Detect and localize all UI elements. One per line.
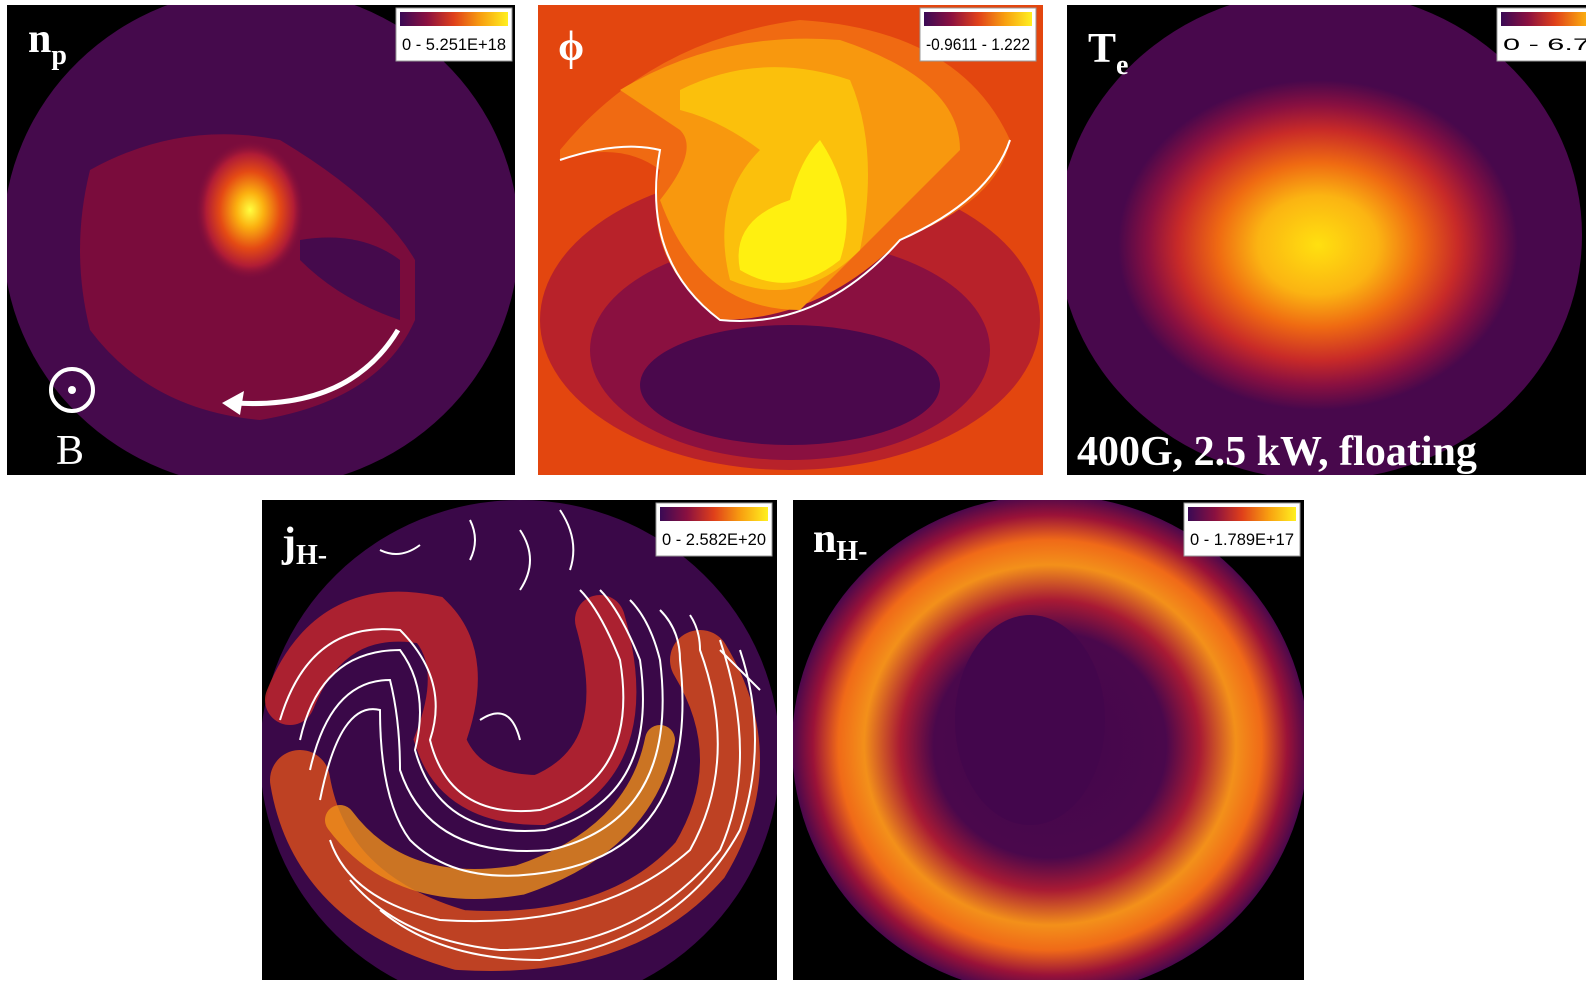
colorbar: -0.9611 - 1.222 — [919, 7, 1037, 62]
panel-np — [7, 5, 515, 475]
panel-label: np — [28, 16, 67, 71]
panel-label: nH- — [813, 516, 867, 567]
label-sub: H- — [296, 540, 327, 571]
colorbar-strip — [924, 12, 1032, 26]
colorbar-range: 0 - 6.74 — [1503, 35, 1586, 54]
field-label: B — [56, 428, 84, 474]
label-main: n — [28, 16, 51, 62]
colorbar: 0 - 1.789E+17 — [1183, 502, 1301, 557]
label-sub: p — [51, 40, 67, 71]
colorbar-range: -0.9611 - 1.222 — [926, 35, 1030, 54]
label-main: j — [281, 520, 296, 566]
panel-label: jH- — [281, 520, 327, 571]
conditions: 400G, 2.5 kW, floating — [1077, 429, 1477, 475]
colorbar-range: 0 - 1.789E+17 — [1190, 530, 1294, 549]
panel-label: ϕ — [558, 24, 584, 70]
colorbar: 0 - 5.251E+18 — [395, 7, 513, 62]
label-sub: H- — [836, 536, 867, 567]
colorbar: 0 - 6.74 — [1496, 7, 1586, 62]
label-sub: e — [1116, 50, 1128, 81]
colorbar-strip — [660, 507, 768, 521]
colorbar-range: 0 - 2.582E+20 — [662, 530, 766, 549]
panel-te — [1067, 5, 1586, 475]
panel-phi — [538, 5, 1043, 475]
colorbar: 0 - 2.582E+20 — [655, 502, 773, 557]
labels: np ϕ Te jH- nH- B 400G, 2.5 kW, floating — [28, 16, 1477, 571]
panel-nh — [793, 500, 1304, 980]
colorbar-strip — [1501, 12, 1586, 26]
colorbar-strip — [400, 12, 508, 26]
panel-label: Te — [1088, 26, 1128, 81]
colorbar-range: 0 - 5.251E+18 — [402, 35, 506, 54]
colorbar-strip — [1188, 507, 1296, 521]
panel-jh — [262, 500, 777, 980]
label-main: T — [1088, 26, 1116, 72]
label-main: n — [813, 516, 836, 562]
